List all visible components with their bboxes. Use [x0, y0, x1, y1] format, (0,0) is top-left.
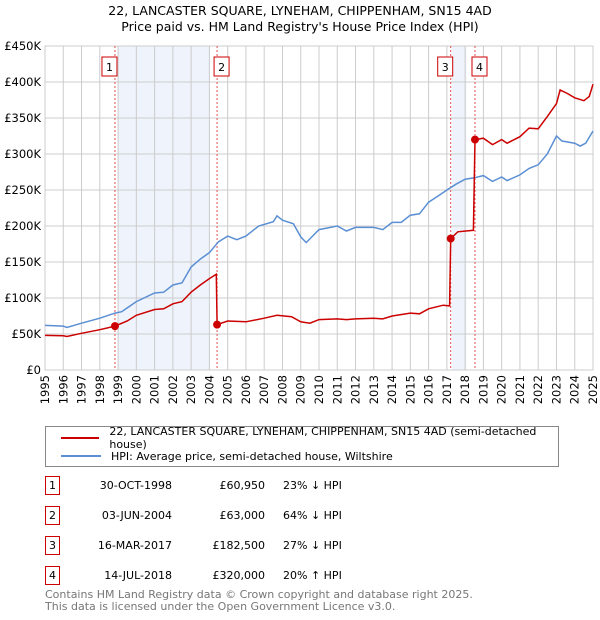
- x-tick-label: 2012: [349, 375, 363, 404]
- x-tick-label: 1997: [75, 375, 89, 404]
- sale-point: [110, 322, 119, 331]
- x-tick-label: 2002: [166, 375, 180, 404]
- y-tick-label: £400K: [4, 75, 41, 89]
- sale-price: £320,000: [212, 569, 266, 582]
- y-tick-label: £150K: [4, 255, 41, 269]
- x-tick-label: 2019: [476, 375, 490, 404]
- legend: 22, LANCASTER SQUARE, LYNEHAM, CHIPPENHA…: [45, 425, 559, 467]
- x-tick-label: 2022: [531, 375, 545, 404]
- transaction-row: 2 03-JUN-2004 £63,000 64% ↓ HPI: [0, 506, 600, 526]
- sale-marker-box: [437, 56, 454, 77]
- x-tick-label: 1999: [111, 375, 125, 404]
- x-tick-label: 1996: [56, 375, 70, 404]
- y-tick-label: £0: [26, 363, 41, 377]
- x-tick-label: 2007: [257, 375, 271, 404]
- y-tick-label: £200K: [4, 219, 41, 233]
- x-tick-label: 2000: [129, 375, 143, 404]
- sale-hpi-diff: 27% ↓ HPI: [283, 539, 342, 552]
- plot-border: [44, 45, 594, 371]
- footer-licence: This data is licensed under the Open Gov…: [45, 600, 396, 613]
- x-tick-label: 2025: [586, 375, 600, 404]
- sale-point: [213, 320, 222, 329]
- x-tick-label: 2004: [202, 375, 216, 404]
- sale-marker-label: 4: [476, 61, 483, 74]
- sale-marker-box: [101, 56, 118, 77]
- x-tick-label: 2020: [495, 375, 509, 404]
- x-tick-label: 2013: [367, 375, 381, 404]
- x-tick-label: 2005: [221, 375, 235, 404]
- x-tick-label: 2014: [385, 375, 399, 404]
- legend-item-hpi: HPI: Average price, semi-detached house,…: [46, 448, 393, 464]
- x-tick-label: 2009: [294, 375, 308, 404]
- x-tick-label: 2017: [440, 375, 454, 404]
- sale-hpi-diff: 23% ↓ HPI: [283, 479, 342, 492]
- sale-price: £182,500: [212, 539, 266, 552]
- x-tick-label: 2006: [239, 375, 253, 404]
- legend-item-property: 22, LANCASTER SQUARE, LYNEHAM, CHIPPENHA…: [46, 425, 558, 451]
- transaction-row: 4 14-JUL-2018 £320,000 20% ↑ HPI: [0, 566, 600, 586]
- hpi-line: [44, 130, 594, 329]
- x-tick-label: 2003: [184, 375, 198, 404]
- sale-hpi-diff: 20% ↑ HPI: [283, 569, 342, 582]
- x-tick-label: 2011: [330, 375, 344, 404]
- x-tick-label: 2018: [458, 375, 472, 404]
- x-tick-label: 1995: [38, 375, 52, 404]
- y-tick-label: £50K: [12, 327, 42, 341]
- sale-marker-badge: 3: [45, 536, 60, 555]
- sale-date: 30-OCT-1998: [99, 479, 172, 492]
- x-tick-label: 2021: [513, 375, 527, 404]
- y-tick-label: £350K: [4, 111, 41, 125]
- y-tick-label: £250K: [4, 183, 41, 197]
- sale-marker-box: [213, 56, 230, 77]
- chart-title: 22, LANCASTER SQUARE, LYNEHAM, CHIPPENHA…: [108, 3, 492, 18]
- x-tick-label: 2016: [422, 375, 436, 404]
- y-tick-label: £300K: [4, 147, 41, 161]
- sale-marker-badge: 1: [45, 476, 60, 495]
- sale-date: 14-JUL-2018: [104, 569, 172, 582]
- sale-date: 03-JUN-2004: [101, 509, 172, 522]
- property-price-line: [44, 83, 594, 338]
- x-tick-label: 2024: [568, 375, 582, 404]
- sale-marker-badge: 2: [45, 506, 60, 525]
- sale-price: £63,000: [219, 509, 266, 522]
- sale-marker-box: [471, 56, 488, 77]
- x-tick-label: 2008: [275, 375, 289, 404]
- sale-marker-label: 3: [442, 61, 449, 74]
- x-tick-label: 1998: [93, 375, 107, 404]
- footer: Contains HM Land Registry data © Crown c…: [45, 589, 473, 613]
- legend-swatch-red: [61, 437, 100, 439]
- sale-marker-label: 1: [106, 61, 113, 74]
- transaction-row: 1 30-OCT-1998 £60,950 23% ↓ HPI: [0, 476, 600, 496]
- x-tick-label: 2023: [549, 375, 563, 404]
- shaded-period: [451, 46, 467, 370]
- y-tick-label: £450K: [4, 39, 41, 53]
- legend-label: 22, LANCASTER SQUARE, LYNEHAM, CHIPPENHA…: [109, 425, 537, 451]
- shaded-period: [117, 46, 210, 370]
- y-tick-label: £100K: [4, 291, 41, 305]
- footer-copyright: Contains HM Land Registry data © Crown c…: [45, 588, 473, 601]
- x-tick-label: 2010: [312, 375, 326, 404]
- transaction-row: 3 16-MAR-2017 £182,500 27% ↓ HPI: [0, 536, 600, 556]
- x-tick-label: 2015: [403, 375, 417, 404]
- sale-point: [446, 234, 455, 243]
- sale-marker-badge: 4: [45, 566, 60, 585]
- sale-hpi-diff: 64% ↓ HPI: [283, 509, 342, 522]
- sale-date: 16-MAR-2017: [97, 539, 172, 552]
- legend-label: HPI: Average price, semi-detached house,…: [111, 449, 393, 463]
- legend-swatch-blue: [61, 455, 101, 457]
- sale-point: [470, 135, 479, 144]
- price-chart: £0 £50K £100K £150K £200K £250K £300K £350K £400…: [4, 39, 600, 404]
- x-tick-label: 2001: [148, 375, 162, 404]
- sale-marker-label: 2: [218, 61, 225, 74]
- sale-price: £60,950: [219, 479, 266, 492]
- chart-subtitle: Price paid vs. HM Land Registry's House …: [121, 19, 479, 34]
